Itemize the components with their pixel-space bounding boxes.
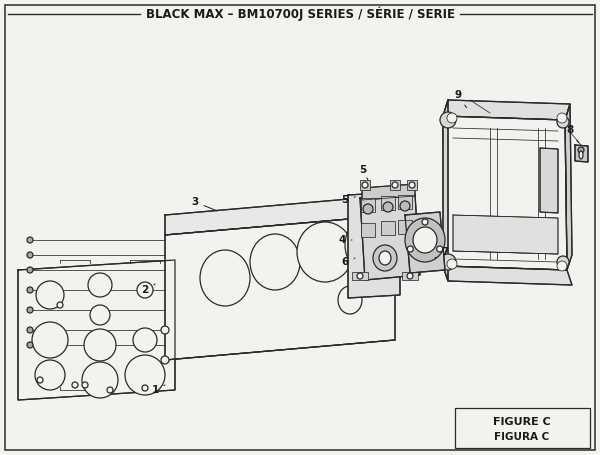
Polygon shape	[565, 104, 572, 270]
Ellipse shape	[32, 322, 68, 358]
Circle shape	[407, 246, 413, 252]
Polygon shape	[453, 215, 558, 254]
Polygon shape	[348, 192, 400, 298]
Bar	[390, 180, 400, 190]
Ellipse shape	[137, 282, 153, 298]
Polygon shape	[362, 184, 415, 200]
Polygon shape	[165, 195, 395, 235]
Bar	[402, 272, 418, 280]
Circle shape	[161, 326, 169, 334]
Ellipse shape	[84, 329, 116, 361]
Ellipse shape	[250, 234, 300, 290]
Ellipse shape	[383, 202, 393, 212]
Circle shape	[27, 287, 33, 293]
Circle shape	[362, 182, 368, 188]
Ellipse shape	[133, 328, 157, 352]
Circle shape	[37, 377, 43, 383]
Polygon shape	[443, 100, 448, 281]
Text: 2: 2	[142, 284, 155, 295]
Circle shape	[27, 327, 33, 333]
Circle shape	[107, 387, 113, 393]
Text: 6: 6	[341, 257, 355, 267]
Circle shape	[357, 273, 363, 279]
Circle shape	[409, 182, 415, 188]
Ellipse shape	[200, 250, 250, 306]
Ellipse shape	[88, 273, 112, 297]
Text: BLACK MAX – BM10700J SERIES / SÉRIE / SERIE: BLACK MAX – BM10700J SERIES / SÉRIE / SE…	[146, 7, 455, 21]
Circle shape	[72, 382, 78, 388]
Ellipse shape	[373, 245, 397, 271]
Text: FIGURE C: FIGURE C	[493, 417, 551, 427]
Bar	[455, 408, 590, 448]
Circle shape	[437, 246, 443, 252]
Circle shape	[422, 219, 428, 225]
Polygon shape	[165, 215, 395, 360]
Bar	[407, 180, 417, 190]
Bar	[381, 221, 395, 235]
Bar	[398, 195, 412, 209]
Circle shape	[407, 273, 413, 279]
Text: 8: 8	[566, 125, 578, 143]
Polygon shape	[443, 100, 570, 120]
Bar	[398, 220, 412, 234]
Bar	[360, 180, 370, 190]
Bar	[361, 223, 375, 237]
Text: 5: 5	[341, 195, 355, 205]
Polygon shape	[18, 260, 175, 400]
Ellipse shape	[379, 251, 391, 265]
Text: 3: 3	[191, 197, 217, 211]
Polygon shape	[575, 145, 588, 162]
Circle shape	[440, 254, 456, 270]
Circle shape	[27, 237, 33, 243]
Circle shape	[447, 113, 457, 123]
Circle shape	[161, 356, 169, 364]
Circle shape	[27, 307, 33, 313]
Polygon shape	[360, 194, 420, 280]
Ellipse shape	[413, 227, 437, 253]
Ellipse shape	[35, 360, 65, 390]
Bar	[352, 272, 368, 280]
Ellipse shape	[400, 201, 410, 211]
Circle shape	[557, 261, 567, 271]
Text: 7: 7	[435, 247, 449, 258]
Ellipse shape	[405, 218, 445, 262]
Text: 9: 9	[454, 90, 466, 108]
Circle shape	[440, 112, 456, 128]
Circle shape	[557, 113, 567, 123]
Ellipse shape	[338, 286, 362, 314]
Text: 5: 5	[359, 165, 368, 180]
Polygon shape	[443, 266, 572, 285]
Text: 1: 1	[151, 385, 165, 395]
Circle shape	[557, 256, 569, 268]
Text: 4: 4	[338, 235, 352, 245]
Ellipse shape	[363, 204, 373, 214]
Circle shape	[447, 259, 457, 269]
Circle shape	[27, 342, 33, 348]
Circle shape	[392, 182, 398, 188]
Circle shape	[142, 385, 148, 391]
Circle shape	[557, 116, 569, 128]
Bar	[361, 198, 375, 212]
Circle shape	[82, 382, 88, 388]
Polygon shape	[405, 212, 445, 273]
Ellipse shape	[125, 355, 165, 395]
Polygon shape	[443, 116, 567, 270]
Bar	[381, 196, 395, 210]
Polygon shape	[540, 148, 558, 213]
Circle shape	[57, 302, 63, 308]
Text: FIGURA C: FIGURA C	[494, 432, 550, 442]
Ellipse shape	[82, 362, 118, 398]
Ellipse shape	[36, 281, 64, 309]
Ellipse shape	[578, 147, 584, 153]
Ellipse shape	[345, 215, 399, 275]
Circle shape	[27, 267, 33, 273]
Ellipse shape	[579, 151, 583, 159]
Circle shape	[27, 252, 33, 258]
Ellipse shape	[297, 222, 353, 282]
Ellipse shape	[90, 305, 110, 325]
